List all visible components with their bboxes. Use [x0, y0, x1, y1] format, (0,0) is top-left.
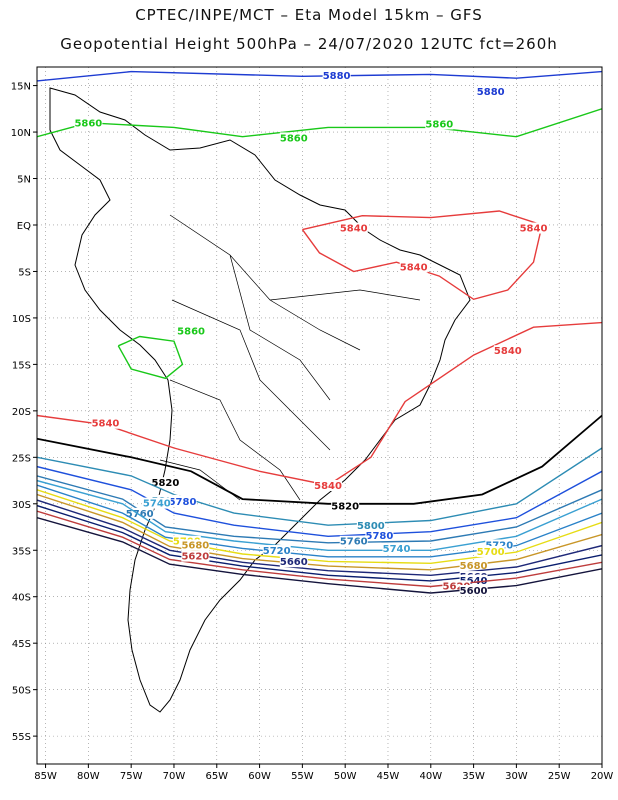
contour-5800	[37, 447, 602, 526]
lon-tick-label: 25W	[548, 771, 571, 782]
lat-tick-label: 35S	[12, 546, 31, 557]
contour-5600	[37, 517, 602, 594]
contour-label: 5860	[177, 327, 205, 338]
lat-tick-label: 20S	[12, 407, 31, 418]
contour-label: 5700	[477, 547, 505, 558]
lon-tick-label: 30W	[505, 771, 528, 782]
contour-label: 5620	[181, 552, 209, 563]
contour-5620	[37, 510, 602, 588]
contour-label: 5760	[340, 537, 368, 548]
contour-label: 5780	[366, 531, 394, 542]
country-borders	[159, 214, 421, 501]
contour-label: 5840	[340, 224, 368, 235]
lon-tick-label: 20W	[591, 771, 614, 782]
contour-label: 5680	[460, 561, 488, 572]
contour-label: 5840	[92, 419, 120, 430]
contour-label: 5780	[169, 497, 197, 508]
contour-label: 5840	[494, 346, 522, 357]
contour-label: 5820	[151, 478, 179, 489]
contour-label: 5860	[425, 119, 453, 130]
lon-tick-label: 60W	[248, 771, 271, 782]
lat-tick-label: EQ	[17, 221, 31, 232]
contour-label: 5680	[181, 540, 209, 551]
contour-label: 5600	[460, 586, 488, 597]
lon-tick-label: 50W	[334, 771, 357, 782]
contour-label: 5640	[460, 576, 488, 587]
contour-label: 5720	[263, 546, 291, 557]
lat-tick-label: 15N	[11, 82, 31, 93]
lat-tick-label: 45S	[12, 639, 31, 650]
lon-tick-label: 65W	[205, 771, 228, 782]
contour-label: 5840	[520, 224, 548, 235]
lon-tick-label: 75W	[120, 771, 143, 782]
contour-5660	[37, 499, 602, 577]
contour-label: 5840	[400, 263, 428, 274]
contour-label: 5720	[485, 540, 513, 551]
lon-tick-label: 35W	[462, 771, 485, 782]
lat-tick-label: 55S	[12, 732, 31, 743]
map-subtitle: Geopotential Height 500hPa – 24/07/2020 …	[60, 35, 558, 53]
lat-tick-label: 10S	[12, 314, 31, 325]
lon-tick-label: 70W	[163, 771, 186, 782]
lon-tick-label: 45W	[377, 771, 400, 782]
map-frame	[36, 66, 603, 765]
lon-tick-label: 55W	[291, 771, 314, 782]
axis-ticks: 85W 80W 75W 70W 65W 60W 55W 50W 45W 40W 35W 30W 25W 2…	[11, 82, 614, 782]
lat-tick-label: 5S	[18, 267, 31, 278]
contour-5720	[37, 484, 602, 558]
contour-5860	[37, 108, 602, 138]
contour-label: 5620	[443, 581, 471, 592]
lat-tick-label: 15S	[12, 360, 31, 371]
lon-tick-label: 80W	[77, 771, 100, 782]
lon-tick-label: 40W	[419, 771, 442, 782]
lat-tick-label: 50S	[12, 686, 31, 697]
contour-5840-closed	[301, 210, 543, 301]
lat-tick-label: 30S	[12, 500, 31, 511]
contour-label: 5860	[280, 133, 308, 144]
contour-label: 5860	[74, 119, 102, 130]
contour-label: 5840	[314, 481, 342, 492]
contour-label: 5820	[331, 501, 359, 512]
contour-5860-closed	[117, 335, 184, 380]
lat-tick-label: 10N	[11, 128, 31, 139]
contour-5780	[37, 465, 602, 538]
map-title: CPTEC/INPE/MCT – Eta Model 15km – GFS	[135, 6, 483, 24]
contour-5640	[37, 504, 602, 582]
contour-5840	[37, 321, 602, 486]
contour-5760	[37, 475, 602, 544]
graticule	[37, 67, 603, 764]
lat-tick-label: 40S	[12, 593, 31, 604]
contour-label: 5740	[143, 499, 171, 510]
contour-5820	[37, 414, 602, 505]
lat-tick-label: 5N	[17, 175, 31, 186]
map-area: 5880 5880 5860 5860 5860 5860 5840 5840 5840 5840…	[37, 70, 602, 713]
lat-tick-label: 25S	[12, 453, 31, 464]
contour-label: 5800	[357, 521, 385, 532]
contour-label: 5740	[383, 544, 411, 555]
contour-5880	[37, 70, 602, 82]
contour-label: 5880	[477, 87, 505, 98]
contour-label: 5660	[280, 557, 308, 568]
lon-tick-label: 85W	[34, 771, 57, 782]
contour-label: 5880	[323, 71, 351, 82]
